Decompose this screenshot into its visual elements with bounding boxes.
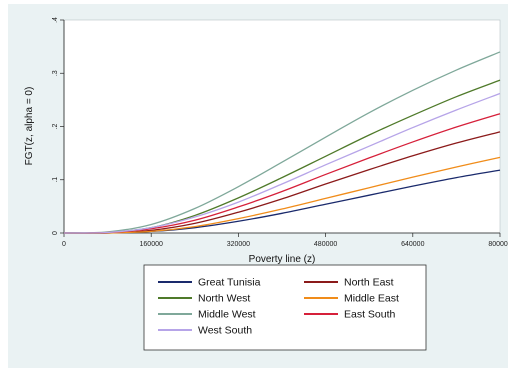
x-tick-label: 0 (62, 241, 66, 248)
x-tick-label: 160000 (140, 241, 163, 248)
y-axis-title: FGT(z, alpha = 0) (24, 87, 35, 166)
y-tick-label: .2 (52, 123, 59, 129)
legend: Great Tunisia North East North West Middle … (158, 277, 399, 337)
y-tick-label: .1 (52, 177, 59, 183)
legend-label-great-tunisia: Great Tunisia (198, 277, 261, 289)
legend-label-north-east: North East (344, 277, 394, 289)
x-axis-title: Poverty line (z) (249, 254, 316, 265)
series-line-middle-west (63, 51, 501, 234)
series-line-middle-east (63, 156, 501, 234)
legend-label-middle-west: Middle West (198, 309, 256, 321)
series-line-west-south (63, 92, 501, 234)
legend-label-middle-east: Middle East (344, 293, 399, 305)
y-tick-label: .3 (52, 70, 59, 76)
x-tick-label: 480000 (314, 241, 337, 248)
legend-label-north-west: North West (198, 293, 250, 305)
x-tick-label: 640000 (401, 241, 424, 248)
plot-area (63, 19, 501, 234)
y-tick-label: .4 (52, 17, 59, 23)
x-tick-label: 320000 (227, 241, 250, 248)
legend-label-east-south: East South (344, 309, 396, 321)
legend-box (143, 264, 427, 351)
y-tick-label: 0 (52, 231, 59, 235)
legend-label-west-south: West South (198, 325, 252, 337)
series-lines (63, 51, 501, 234)
